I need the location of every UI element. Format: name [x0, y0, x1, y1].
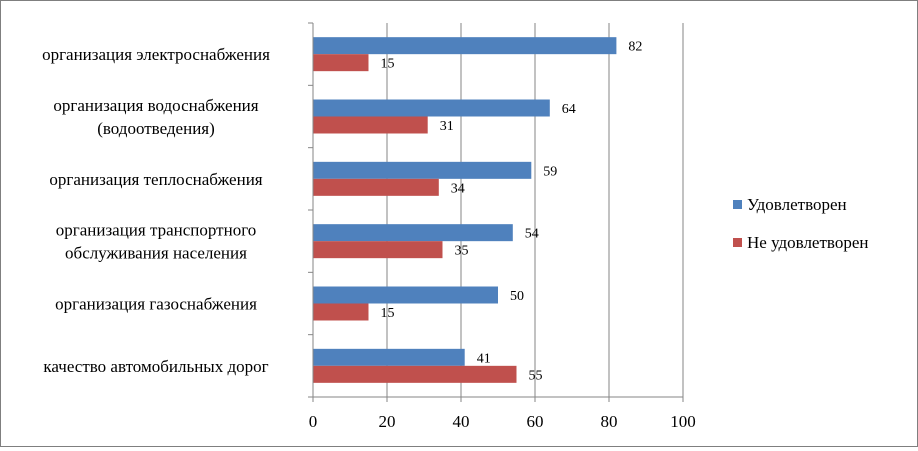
x-tick-label: 40	[453, 412, 470, 431]
data-label: 35	[455, 244, 469, 259]
data-label: 34	[451, 181, 465, 196]
bar-satisfied	[313, 37, 617, 55]
x-tick-label: 0	[309, 412, 318, 431]
bar-unsatisfied	[313, 303, 369, 321]
category-label: организация транспортного	[56, 221, 257, 240]
category-label: организация электроснабжения	[42, 45, 270, 64]
x-tick-label: 80	[601, 412, 618, 431]
legend: Удовлетворен Не удовлетворен	[733, 195, 868, 252]
data-label: 15	[381, 306, 395, 321]
bar-unsatisfied	[313, 365, 517, 383]
bar-satisfied	[313, 161, 532, 179]
legend-label: Удовлетворен	[747, 195, 847, 214]
bar-unsatisfied	[313, 178, 439, 196]
data-label: 15	[381, 57, 395, 72]
legend-swatch	[733, 238, 742, 247]
axes	[308, 22, 684, 402]
bar-satisfied	[313, 348, 465, 366]
bar-unsatisfied	[313, 241, 443, 259]
legend-swatch	[733, 200, 742, 209]
category-label: организация теплоснабжения	[49, 170, 262, 189]
bar-satisfied	[313, 99, 550, 117]
x-tick-label: 60	[527, 412, 544, 431]
bars	[313, 37, 617, 383]
bar-satisfied	[313, 224, 513, 242]
category-label: (водоотведения)	[97, 119, 215, 138]
data-label: 55	[529, 368, 543, 383]
bar-unsatisfied	[313, 116, 428, 134]
labels: 0 20 40 60 80 100 82 15 организация электроснабж…	[42, 40, 696, 431]
data-label: 41	[477, 351, 491, 366]
data-label: 54	[525, 227, 539, 242]
category-label: организация водоснабжения	[53, 96, 258, 115]
category-label: качество автомобильных дорог	[43, 357, 268, 376]
legend-label: Не удовлетворен	[747, 233, 868, 252]
data-label: 31	[440, 119, 454, 134]
data-label: 59	[543, 164, 557, 179]
bar-satisfied	[313, 286, 498, 304]
x-tick-label: 20	[379, 412, 396, 431]
data-label: 82	[628, 40, 642, 55]
data-label: 64	[562, 102, 576, 117]
category-label: организация газоснабжения	[55, 295, 257, 314]
category-label: обслуживания населения	[65, 244, 247, 263]
x-tick-label: 100	[670, 412, 696, 431]
gridlines	[312, 23, 684, 397]
data-label: 50	[510, 289, 524, 304]
bar-unsatisfied	[313, 54, 369, 72]
